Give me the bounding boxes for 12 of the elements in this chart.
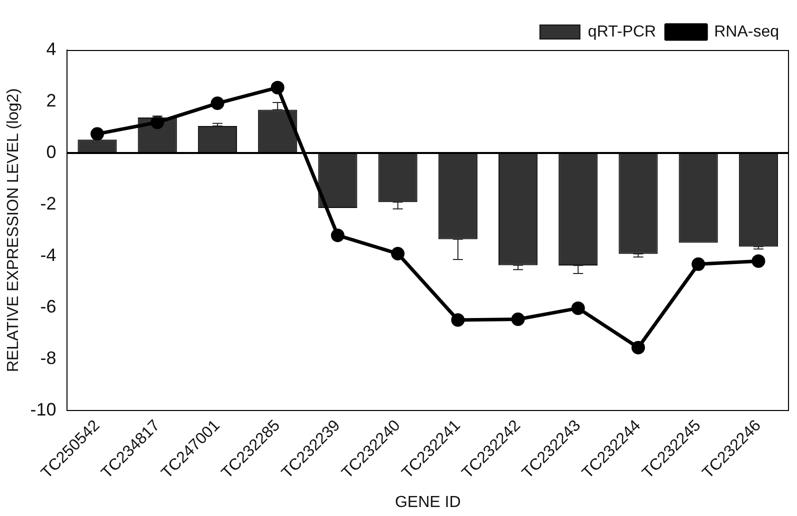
y-tick-label: 4 — [46, 38, 56, 59]
y-tick-label: -10 — [30, 399, 56, 420]
x-axis-title: GENE ID — [394, 494, 461, 511]
y-tick-label: -8 — [40, 348, 56, 368]
y-tick-label: 0 — [46, 142, 56, 162]
legend-label: qRT-PCR — [588, 23, 656, 40]
legend-label: RNA-seq — [714, 23, 779, 40]
y-tick-label: 2 — [46, 90, 56, 110]
y-tick-label: -4 — [40, 244, 56, 265]
y-tick-label: -6 — [40, 296, 56, 316]
y-axis-title: RELATIVE EXPRESSION LEVEL (log2) — [5, 88, 22, 372]
y-tick-label: -2 — [40, 193, 56, 214]
